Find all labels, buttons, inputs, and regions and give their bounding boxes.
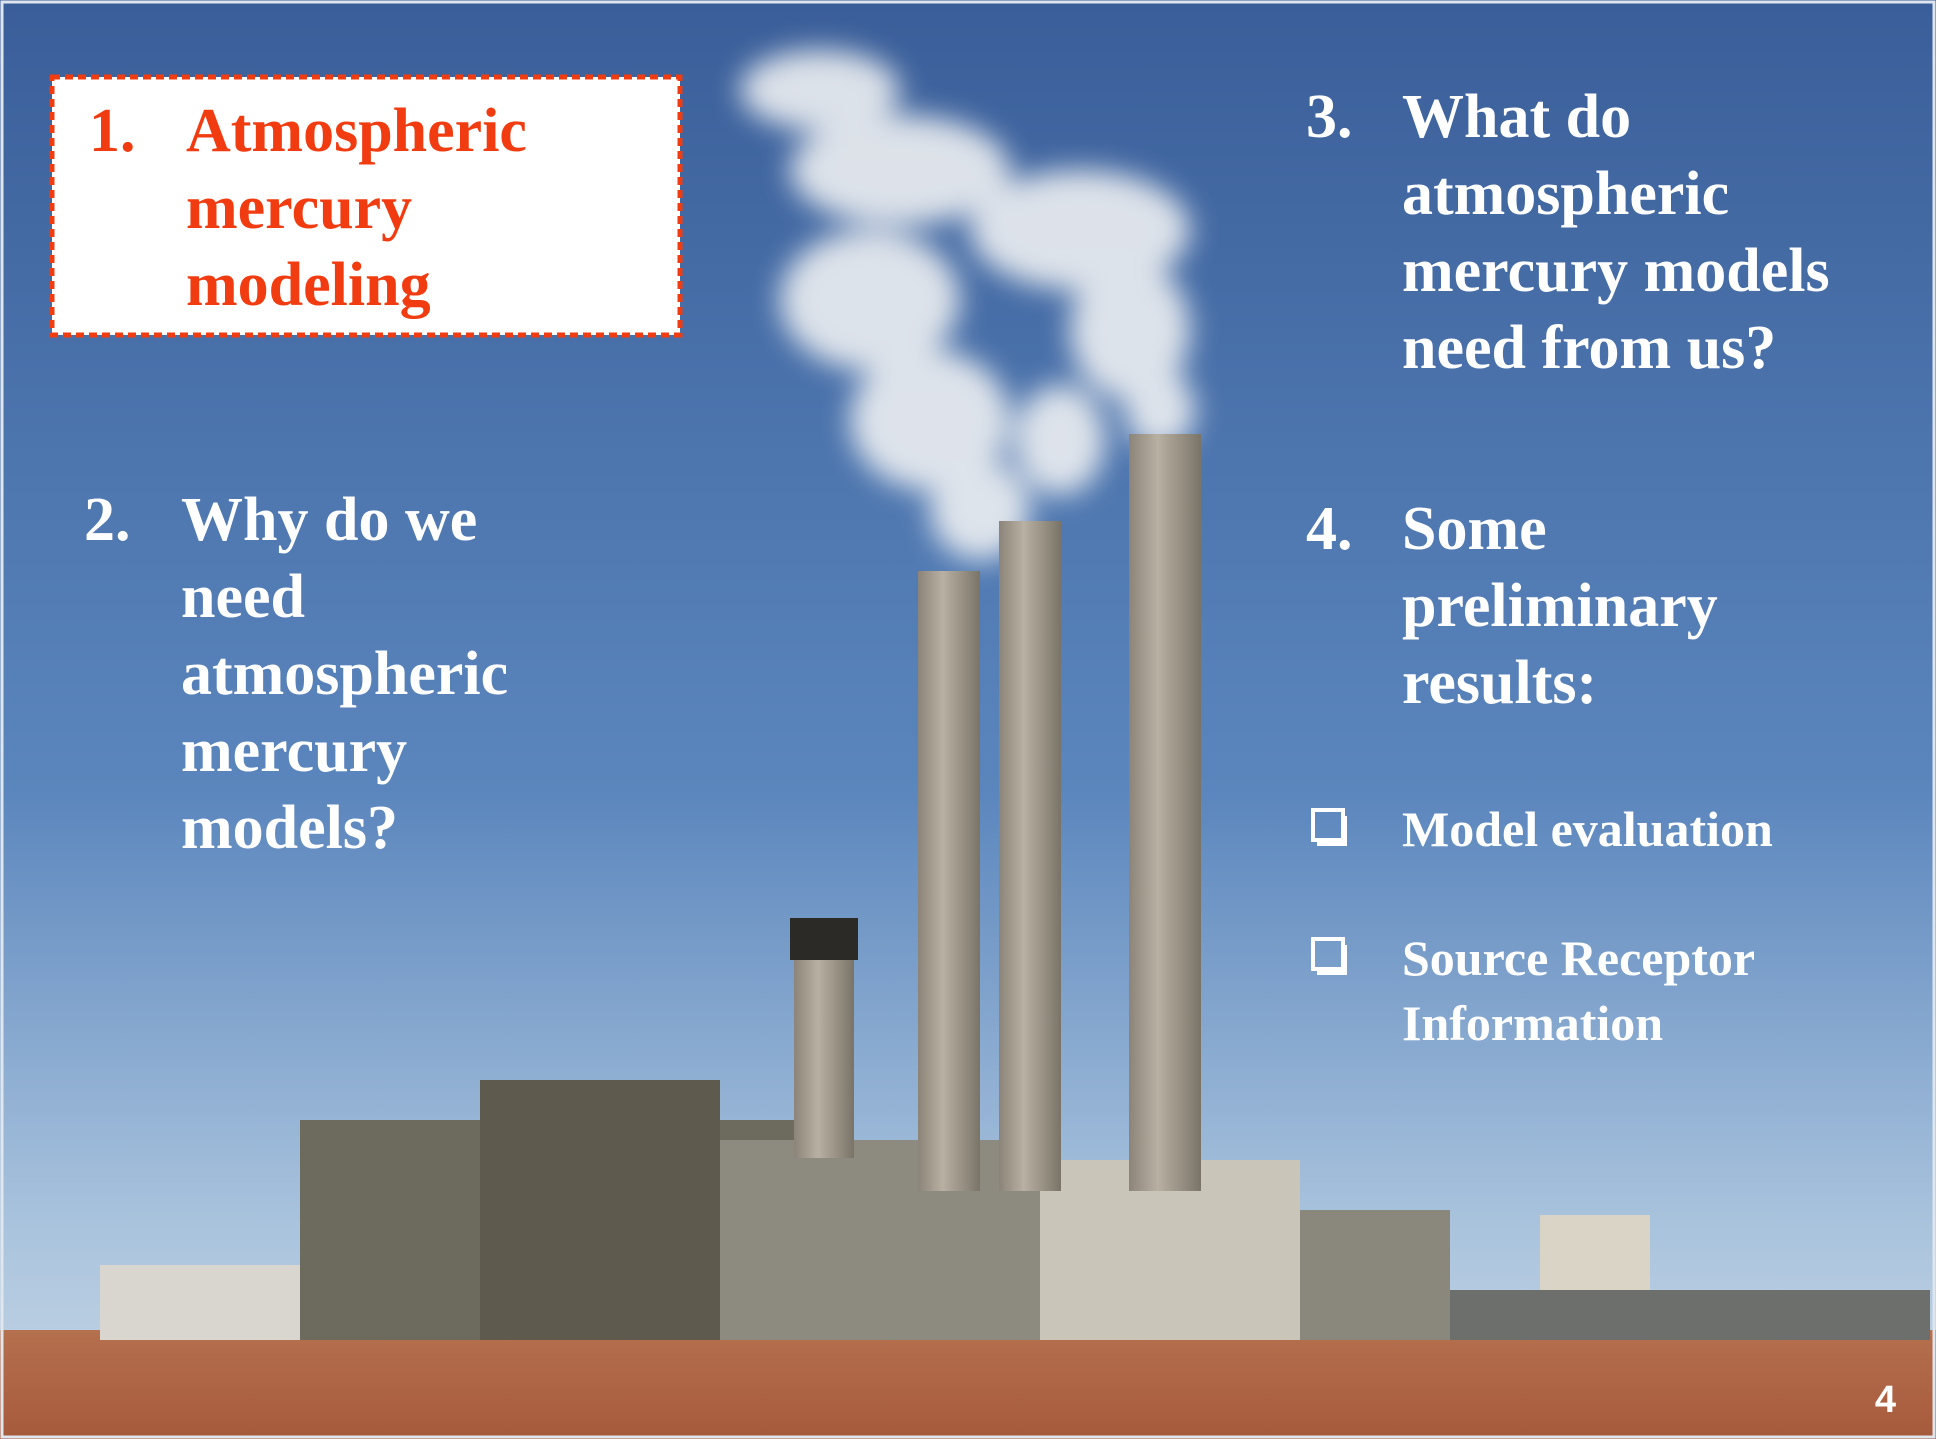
checkbox-icon	[1311, 808, 1347, 846]
item-number: 4.	[1306, 495, 1353, 563]
item-number: 2.	[84, 486, 131, 554]
bullet-text: Information	[1402, 995, 1663, 1051]
item-text: atmospheric	[1402, 160, 1729, 228]
item-text: mercury	[186, 174, 412, 242]
item-text: modeling	[186, 251, 431, 319]
item-text: Some	[1402, 495, 1547, 563]
item-text: need	[181, 563, 305, 631]
bullet-text: Source Receptor	[1402, 930, 1755, 986]
item-number: 3.	[1306, 83, 1353, 151]
item-number: 1.	[89, 97, 136, 165]
item-text: need from us?	[1402, 314, 1776, 382]
item-text: mercury	[181, 717, 407, 785]
item-text: atmospheric	[181, 640, 508, 708]
item-text: Why do we	[181, 486, 477, 554]
page-number: 4	[1875, 1379, 1896, 1421]
item-text: preliminary	[1402, 572, 1718, 640]
item-text: What do	[1402, 83, 1631, 151]
highlight-box	[49, 74, 683, 338]
item-text: results:	[1402, 649, 1597, 717]
item-text: Atmospheric	[186, 97, 527, 165]
bullet-text: Model evaluation	[1402, 801, 1773, 857]
checkbox-icon	[1311, 937, 1347, 975]
item-text: mercury models	[1402, 237, 1830, 305]
item-text: models?	[181, 794, 398, 862]
